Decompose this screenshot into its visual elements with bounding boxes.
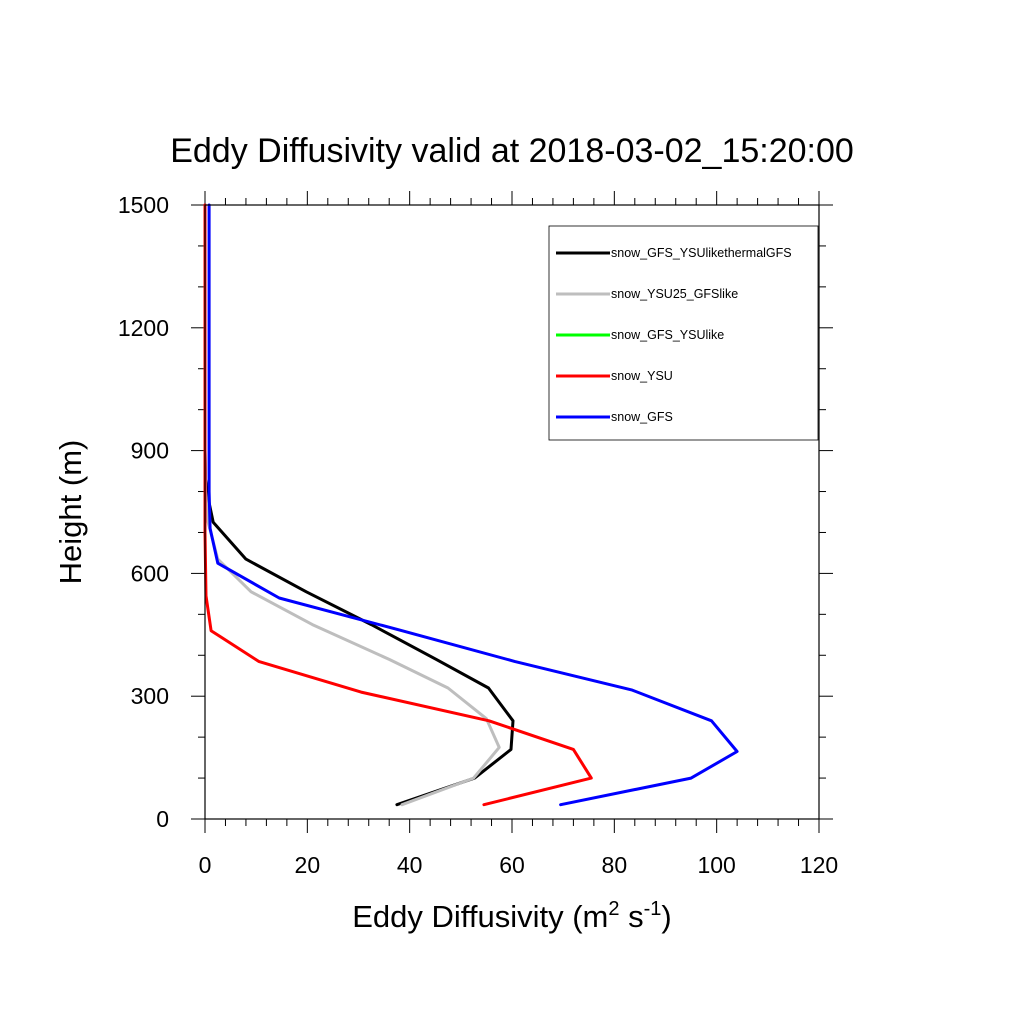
x-tick-label: 120: [800, 852, 838, 878]
x-tick-label: 80: [602, 852, 628, 878]
series-line-snow_YSU25_GFSlike: [203, 203, 501, 807]
legend-label: snow_GFS_YSUlike: [611, 328, 724, 342]
x-axis-label-sup2: -1: [644, 898, 662, 920]
axis-ticks: [191, 191, 833, 833]
y-tick-label: 600: [131, 560, 169, 586]
y-tick-label: 300: [131, 683, 169, 709]
x-axis-label-end: ): [661, 899, 671, 934]
y-tick-label: 1500: [118, 192, 169, 218]
legend-label: snow_YSU: [611, 369, 673, 383]
x-tick-label: 100: [697, 852, 735, 878]
x-axis-label-sup1: 2: [608, 898, 619, 920]
series-line-snow_YSU: [203, 203, 593, 807]
x-tick-label: 40: [397, 852, 423, 878]
x-axis-label-mid: s: [619, 899, 643, 934]
legend: snow_GFS_YSUlikethermalGFS snow_YSU25_GFS…: [548, 225, 819, 441]
series-line-snow_GFS: [207, 203, 739, 807]
y-tick-label: 0: [156, 806, 169, 832]
y-tick-label: 900: [131, 438, 169, 464]
legend-label: snow_GFS_YSUlikethermalGFS: [611, 246, 792, 260]
x-axis-label: Eddy Diffusivity (m2 s-1): [352, 898, 671, 934]
x-tick-label: 20: [295, 852, 321, 878]
legend-label: snow_YSU25_GFSlike: [611, 287, 738, 301]
x-axis-label-base: Eddy Diffusivity (m: [352, 899, 608, 934]
y-tick-label: 1200: [118, 315, 169, 341]
chart-title: Eddy Diffusivity valid at 2018-03-02_15:…: [170, 132, 854, 170]
legend-label: snow_GFS: [611, 410, 673, 424]
x-tick-label: 0: [199, 852, 212, 878]
x-tick-label: 60: [499, 852, 525, 878]
y-axis-label: Height (m): [53, 440, 88, 585]
plot-frame: [204, 204, 820, 820]
legend-box: [548, 225, 819, 441]
